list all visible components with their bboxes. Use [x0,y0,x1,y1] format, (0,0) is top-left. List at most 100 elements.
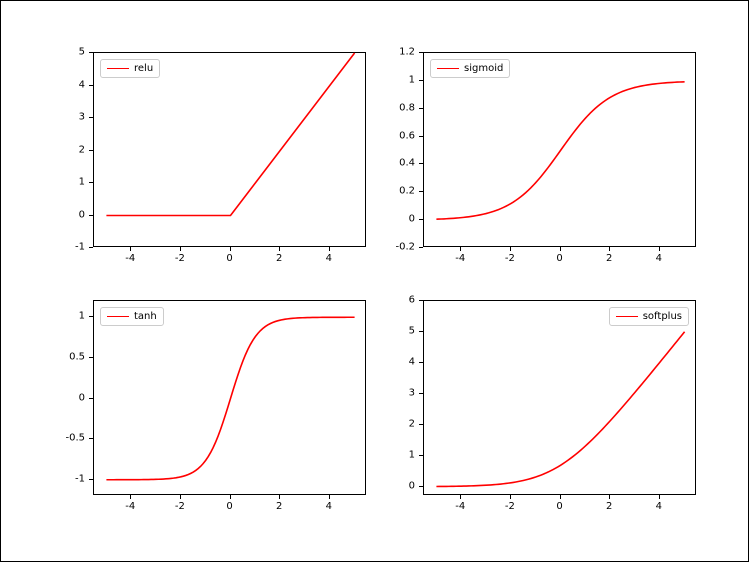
xtick [510,495,511,499]
xtick-label: 4 [656,501,662,512]
ytick [419,486,423,487]
ytick-label: 0.4 [399,158,415,169]
xtick-label: -2 [175,253,185,264]
legend-label-tanh: tanh [134,311,157,322]
sigmoid-line [424,53,697,248]
ytick [419,424,423,425]
legend-sigmoid: sigmoid [430,59,510,78]
softplus-line [424,301,697,496]
ytick [419,247,423,248]
ytick [419,163,423,164]
legend-label-relu: relu [134,63,153,74]
ytick [419,108,423,109]
ytick-label: 1 [79,177,85,188]
xtick-label: 0 [226,253,232,264]
legend-softplus: softplus [609,307,689,326]
ytick [89,215,93,216]
ytick-label: 0 [409,480,415,491]
ytick-label: 1 [409,449,415,460]
legend-swatch-tanh [107,316,129,317]
xtick-label: -4 [455,501,465,512]
xtick-label: 2 [606,253,612,264]
ytick [419,80,423,81]
ytick [89,438,93,439]
ytick-label: 1 [79,311,85,322]
ytick-label: 0 [79,209,85,220]
ytick-label: 0.8 [399,102,415,113]
ytick [419,393,423,394]
ytick [89,52,93,53]
xtick [329,247,330,251]
xtick [460,495,461,499]
ytick-label: 5 [409,325,415,336]
ytick [419,136,423,137]
ytick [419,331,423,332]
ytick-label: 0.2 [399,186,415,197]
figure: relu -4 -2 0 2 4 -1 0 1 2 3 4 5 sigmoid -4 -2 0 2 4 -0.2… [0,0,749,562]
ytick-label: 3 [79,112,85,123]
legend-swatch-relu [107,68,129,69]
ytick [89,357,93,358]
ytick-label: 1.2 [399,47,415,58]
ytick [419,191,423,192]
legend-swatch-softplus [616,316,638,317]
xtick [130,495,131,499]
legend-label-softplus: softplus [643,311,682,322]
ytick-label: 6 [409,295,415,306]
xtick [560,247,561,251]
xtick [659,495,660,499]
ytick [419,300,423,301]
ytick [89,247,93,248]
ytick-label: 4 [409,356,415,367]
ytick-label: 3 [409,387,415,398]
xtick [130,247,131,251]
ytick-label: 0.5 [69,351,85,362]
xtick-label: -2 [175,501,185,512]
xtick-label: 2 [276,501,282,512]
ytick-label: 2 [409,418,415,429]
xtick-label: 0 [226,501,232,512]
ytick [419,362,423,363]
xtick-label: -4 [125,501,135,512]
ytick [89,182,93,183]
ytick-label: -1 [75,242,85,253]
ytick [89,479,93,480]
legend-swatch-sigmoid [437,68,459,69]
xtick-label: -2 [505,253,515,264]
xtick [510,247,511,251]
xtick-label: 4 [326,501,332,512]
ytick [89,85,93,86]
legend-tanh: tanh [100,307,164,326]
xtick [230,247,231,251]
ytick [89,398,93,399]
ytick-label: -0.2 [395,242,415,253]
subplot-sigmoid: sigmoid [423,52,696,247]
xtick [609,495,610,499]
ytick [89,117,93,118]
xtick [230,495,231,499]
legend-label-sigmoid: sigmoid [464,63,503,74]
xtick-label: -2 [505,501,515,512]
ytick-label: 5 [79,47,85,58]
xtick-label: -4 [455,253,465,264]
xtick-label: -4 [125,253,135,264]
xtick-label: 2 [276,253,282,264]
xtick-label: 4 [656,253,662,264]
xtick-label: 0 [556,253,562,264]
xtick [659,247,660,251]
xtick [180,247,181,251]
xtick [460,247,461,251]
ytick-label: 0.6 [399,130,415,141]
ytick-label: 0 [79,392,85,403]
legend-relu: relu [100,59,160,78]
subplot-relu: relu [93,52,366,247]
xtick-label: 0 [556,501,562,512]
ytick [89,316,93,317]
xtick [279,247,280,251]
subplot-tanh: tanh [93,300,366,495]
ytick-label: 0 [409,214,415,225]
xtick-label: 2 [606,501,612,512]
xtick [329,495,330,499]
ytick-label: 1 [409,74,415,85]
xtick [609,247,610,251]
